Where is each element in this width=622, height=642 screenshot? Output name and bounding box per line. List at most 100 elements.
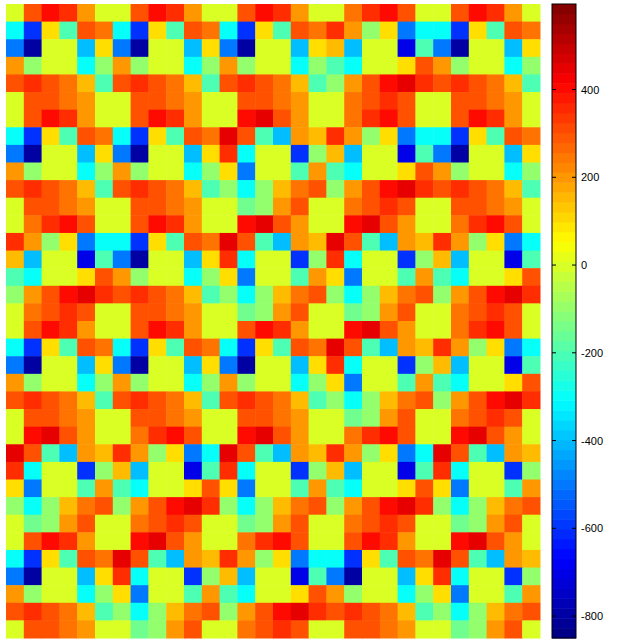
heat-cell	[451, 22, 469, 40]
heat-cell	[504, 339, 522, 357]
heat-cell	[237, 22, 255, 40]
heat-cell	[487, 532, 505, 550]
heat-cell	[255, 180, 273, 198]
heat-cell	[309, 215, 327, 233]
heat-cell	[77, 409, 95, 427]
heat-cell	[77, 339, 95, 357]
heat-cell	[487, 462, 505, 480]
colorbar-stripe	[552, 628, 576, 638]
heat-cell	[148, 374, 166, 392]
heat-cell	[202, 603, 220, 621]
heat-cell	[344, 427, 362, 445]
heat-cell	[415, 145, 433, 163]
heat-cell	[255, 4, 273, 22]
heat-cell	[291, 198, 309, 216]
heat-cell	[487, 391, 505, 409]
heat-cell	[398, 497, 416, 515]
heat-cell	[59, 497, 77, 515]
heat-cell	[309, 74, 327, 92]
heat-cell	[148, 515, 166, 533]
heat-cell	[433, 321, 451, 339]
heat-cell	[24, 374, 42, 392]
heat-cell	[504, 57, 522, 75]
heat-cell	[326, 74, 344, 92]
heat-cell	[95, 145, 113, 163]
heat-cell	[469, 251, 487, 269]
heat-cell	[220, 620, 238, 638]
heat-cell	[415, 427, 433, 445]
heat-cell	[398, 268, 416, 286]
heat-cell	[326, 39, 344, 57]
heat-cell	[362, 321, 380, 339]
heat-cell	[380, 497, 398, 515]
heat-cell	[77, 268, 95, 286]
heat-cell	[148, 4, 166, 22]
heat-cell	[398, 127, 416, 145]
heat-cell	[291, 321, 309, 339]
heat-cell	[220, 374, 238, 392]
heat-cell	[24, 57, 42, 75]
heat-cell	[255, 110, 273, 128]
heat-cell	[220, 532, 238, 550]
heat-cell	[380, 127, 398, 145]
colorbar-tick	[572, 528, 576, 529]
colorbar-stripe	[552, 54, 576, 64]
heat-cell	[131, 286, 149, 304]
heat-cell	[113, 233, 131, 251]
heat-cell	[95, 532, 113, 550]
heat-cell	[522, 391, 540, 409]
heat-cell	[77, 74, 95, 92]
heat-cell	[326, 145, 344, 163]
heat-cell	[131, 251, 149, 269]
heat-cell	[433, 268, 451, 286]
heat-cell	[344, 374, 362, 392]
heat-cell	[255, 585, 273, 603]
heat-cell	[42, 303, 60, 321]
heat-cell	[131, 532, 149, 550]
heat-cell	[415, 568, 433, 586]
heat-cell	[184, 444, 202, 462]
colorbar-tick	[552, 89, 556, 90]
heat-cell	[77, 444, 95, 462]
heat-cell	[398, 110, 416, 128]
heat-cell	[362, 57, 380, 75]
heat-cell	[326, 356, 344, 374]
heat-cell	[362, 251, 380, 269]
heat-cell	[237, 391, 255, 409]
heat-cell	[415, 532, 433, 550]
heat-cell	[184, 374, 202, 392]
heat-cell	[77, 110, 95, 128]
heat-cell	[237, 163, 255, 181]
heat-cell	[326, 57, 344, 75]
heat-cell	[291, 268, 309, 286]
heat-cell	[148, 603, 166, 621]
heat-cell	[95, 585, 113, 603]
heat-cell	[166, 444, 184, 462]
heat-cell	[95, 198, 113, 216]
heat-cell	[398, 585, 416, 603]
heat-cell	[309, 4, 327, 22]
heat-cell	[24, 286, 42, 304]
heat-cell	[6, 110, 24, 128]
heat-cell	[487, 180, 505, 198]
heat-cell	[451, 74, 469, 92]
heat-cell	[415, 215, 433, 233]
heat-cell	[273, 180, 291, 198]
heat-cell	[487, 356, 505, 374]
heat-cell	[166, 409, 184, 427]
heat-cell	[255, 568, 273, 586]
heat-cell	[131, 339, 149, 357]
heat-cell	[131, 215, 149, 233]
heat-cell	[469, 391, 487, 409]
heat-cell	[309, 497, 327, 515]
heat-cell	[24, 409, 42, 427]
heat-cell	[487, 497, 505, 515]
heat-cell	[184, 145, 202, 163]
heat-cell	[504, 110, 522, 128]
heat-cell	[131, 497, 149, 515]
heat-cell	[6, 480, 24, 498]
colorbar-tick	[572, 616, 576, 617]
heat-cell	[77, 603, 95, 621]
heat-cell	[202, 391, 220, 409]
heat-cell	[309, 57, 327, 75]
